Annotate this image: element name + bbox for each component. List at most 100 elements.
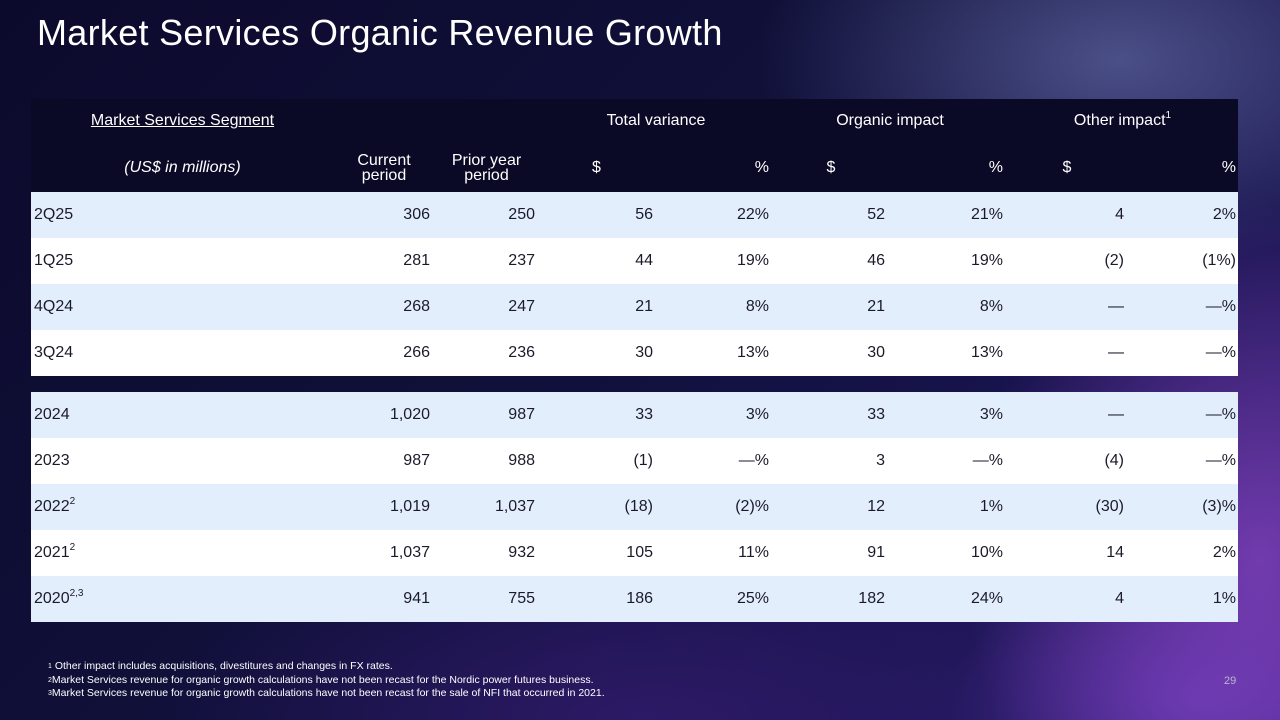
- page-number: 29: [1224, 675, 1237, 687]
- organic-impact-header: Organic impact: [836, 112, 944, 129]
- cell-tv-d: 33: [635, 406, 653, 423]
- row-label: 20202,3: [34, 588, 84, 607]
- quarterly-rows: 2Q25 306 250 56 22% 52 21% 4 2% 1Q25 281 237 44 19% 46…: [31, 192, 1238, 376]
- table-row: 4Q24 268 247 21 8% 21 8% — —%: [31, 284, 1238, 330]
- cell-ot-d: —: [1108, 298, 1124, 315]
- cell-current: 306: [403, 206, 430, 223]
- cell-tv-d: 30: [635, 344, 653, 361]
- cell-current: 1,037: [389, 544, 430, 561]
- row-label: 20212: [34, 542, 76, 561]
- cell-tv-d: 186: [626, 590, 653, 607]
- row-label: 3Q24: [34, 344, 74, 361]
- cell-tv-p: 8%: [745, 298, 769, 315]
- cell-prior: 932: [508, 544, 535, 561]
- ot-percent-header: %: [1221, 158, 1236, 176]
- row-label: 2023: [34, 452, 70, 469]
- cell-tv-d: 21: [635, 298, 653, 315]
- table-row: 2024 1,020 987 33 3% 33 3% — —%: [31, 392, 1238, 438]
- table-row: 2023 987 988 (1) —% 3 —% (4) —%: [31, 438, 1238, 484]
- oi-percent-header: %: [988, 158, 1003, 176]
- cell-current: 987: [403, 452, 430, 469]
- ot-dollar-header: $: [1062, 158, 1072, 176]
- cell-ot-p: 1%: [1212, 590, 1236, 607]
- table-header-row-1: Market Services Segment Total variance O…: [31, 99, 1238, 143]
- cell-ot-d: 4: [1115, 206, 1124, 223]
- cell-oi-p: 19%: [970, 252, 1003, 269]
- cell-tv-p: 13%: [736, 344, 769, 361]
- cell-ot-p: —%: [1205, 452, 1236, 469]
- other-impact-header: Other impact1: [1073, 110, 1172, 129]
- cell-ot-d: (4): [1104, 452, 1124, 469]
- current-period-header: Current period: [357, 151, 411, 184]
- cell-ot-p: —%: [1205, 298, 1236, 315]
- cell-oi-d: 30: [867, 344, 885, 361]
- cell-tv-d: (18): [624, 498, 653, 515]
- cell-prior: 236: [508, 344, 535, 361]
- cell-current: 1,020: [389, 406, 430, 423]
- cell-oi-p: —%: [972, 452, 1003, 469]
- revenue-table: Market Services Segment Total variance O…: [31, 99, 1238, 622]
- cell-tv-p: (2)%: [735, 498, 769, 515]
- cell-ot-d: —: [1108, 406, 1124, 423]
- cell-tv-d: (1): [633, 452, 653, 469]
- row-label: 2024: [34, 406, 70, 423]
- cell-ot-p: 2%: [1212, 206, 1236, 223]
- cell-oi-p: 10%: [970, 544, 1003, 561]
- cell-oi-d: 12: [867, 498, 885, 515]
- cell-ot-d: 4: [1115, 590, 1124, 607]
- cell-tv-p: 22%: [736, 206, 769, 223]
- cell-oi-d: 182: [858, 590, 885, 607]
- cell-tv-d: 105: [626, 544, 653, 561]
- footnote-2: 2Market Services revenue for organic gro…: [48, 673, 594, 686]
- table-row: 3Q24 266 236 30 13% 30 13% — —%: [31, 330, 1238, 376]
- footnote-1: 1 Other impact includes acquisitions, di…: [48, 660, 393, 672]
- cell-tv-p: 3%: [745, 406, 769, 423]
- cell-oi-d: 3: [876, 452, 885, 469]
- cell-tv-d: 44: [635, 252, 653, 269]
- tv-percent-header: %: [754, 158, 769, 176]
- total-variance-header: Total variance: [606, 112, 706, 129]
- cell-prior: 755: [508, 590, 535, 607]
- cell-tv-p: 19%: [736, 252, 769, 269]
- cell-oi-d: 46: [867, 252, 885, 269]
- cell-ot-d: —: [1108, 344, 1124, 361]
- table-row: 1Q25 281 237 44 19% 46 19% (2) (1%): [31, 238, 1238, 284]
- footnote-3: 3Market Services revenue for organic gro…: [48, 687, 605, 699]
- cell-prior: 1,037: [494, 498, 535, 515]
- table-row: 20212 1,037 932 105 11% 91 10% 14 2%: [31, 530, 1238, 576]
- prior-year-header: Prior year period: [451, 151, 522, 184]
- cell-current: 281: [403, 252, 430, 269]
- segment-header: Market Services Segment: [90, 112, 275, 129]
- cell-oi-d: 52: [867, 206, 885, 223]
- cell-current: 941: [403, 590, 430, 607]
- cell-ot-p: (1%): [1202, 252, 1236, 269]
- page-title: Market Services Organic Revenue Growth: [37, 12, 723, 53]
- cell-oi-p: 24%: [970, 590, 1003, 607]
- table-row: 20202,3 941 755 186 25% 182 24% 4 1%: [31, 576, 1238, 622]
- cell-tv-p: 25%: [736, 590, 769, 607]
- cell-oi-d: 91: [867, 544, 885, 561]
- cell-prior: 988: [508, 452, 535, 469]
- row-label: 1Q25: [34, 252, 74, 269]
- cell-tv-p: 11%: [738, 544, 769, 561]
- cell-prior: 987: [508, 406, 535, 423]
- footnotes: 1 Other impact includes acquisitions, di…: [48, 660, 605, 701]
- row-label: 4Q24: [34, 298, 74, 315]
- cell-oi-d: 33: [867, 406, 885, 423]
- table-row: 2Q25 306 250 56 22% 52 21% 4 2%: [31, 192, 1238, 238]
- units-label: (US$ in millions): [124, 158, 241, 176]
- cell-ot-d: (30): [1095, 498, 1124, 515]
- table-row: 20222 1,019 1,037 (18) (2)% 12 1% (30) (3)%: [31, 484, 1238, 530]
- table-header-row-2: (US$ in millions) Current period Prior ye…: [31, 143, 1238, 192]
- cell-prior: 237: [508, 252, 535, 269]
- oi-dollar-header: $: [826, 158, 836, 176]
- cell-tv-p: —%: [738, 452, 769, 469]
- annual-rows: 2024 1,020 987 33 3% 33 3% — —% 2023 987 988 (1) —% 3 —…: [31, 392, 1238, 622]
- cell-ot-p: —%: [1205, 406, 1236, 423]
- cell-oi-p: 8%: [979, 298, 1003, 315]
- cell-ot-d: 14: [1106, 544, 1124, 561]
- cell-prior: 250: [508, 206, 535, 223]
- cell-oi-p: 21%: [970, 206, 1003, 223]
- cell-ot-d: (2): [1104, 252, 1124, 269]
- cell-oi-p: 13%: [970, 344, 1003, 361]
